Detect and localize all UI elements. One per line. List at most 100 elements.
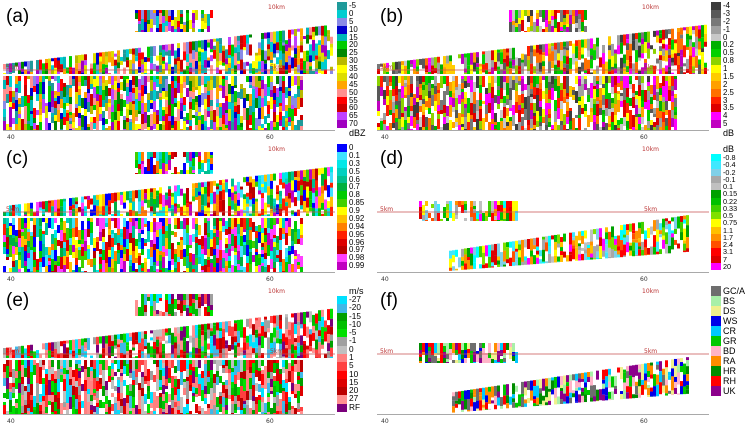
colorbar-swatch bbox=[711, 88, 721, 97]
echo-cell bbox=[542, 236, 545, 240]
echo-cell bbox=[186, 127, 189, 130]
echo-cell bbox=[174, 206, 177, 214]
echo-cell bbox=[78, 55, 81, 63]
echo-cell bbox=[500, 261, 503, 267]
echo-cell bbox=[629, 223, 632, 232]
echo-cell bbox=[144, 294, 147, 305]
echo-cell bbox=[84, 92, 87, 98]
echo-cell bbox=[171, 10, 174, 20]
panel-b: 10km 5km 5km 40 60 (b) -4 -3 -2 -1 0 0.2 0.5 0.8 1 1.5 2… bbox=[374, 0, 748, 141]
echo-cell bbox=[153, 76, 156, 82]
echo-cell bbox=[279, 320, 282, 329]
echo-cell bbox=[282, 103, 285, 111]
echo-cell bbox=[114, 356, 117, 358]
echo-cell bbox=[557, 22, 560, 32]
echo-cell bbox=[282, 356, 285, 358]
colorbar-swatch bbox=[337, 41, 347, 50]
echo-cell bbox=[198, 47, 201, 52]
echo-cell bbox=[9, 392, 12, 400]
echo-cell bbox=[201, 124, 204, 130]
echo-cell bbox=[590, 257, 593, 260]
echo-cell bbox=[294, 313, 297, 325]
echo-cell bbox=[162, 206, 165, 216]
echo-cell bbox=[24, 203, 27, 212]
echo-cell bbox=[240, 89, 243, 99]
echo-cell bbox=[63, 360, 66, 368]
echo-cell bbox=[548, 10, 551, 21]
echo-cell bbox=[123, 67, 126, 74]
echo-cell bbox=[419, 201, 422, 207]
echo-cell bbox=[216, 189, 219, 195]
echo-cell bbox=[192, 28, 195, 32]
echo-cell bbox=[677, 44, 680, 53]
echo-cell bbox=[117, 377, 120, 380]
echo-cell bbox=[117, 250, 120, 253]
echo-cell bbox=[282, 353, 285, 357]
echo-cell bbox=[186, 391, 189, 399]
echo-cell bbox=[327, 50, 330, 60]
echo-cell bbox=[45, 125, 48, 130]
echo-cell bbox=[455, 205, 458, 215]
echo-cell bbox=[596, 76, 599, 81]
echo-cell bbox=[644, 125, 647, 130]
echo-cell bbox=[120, 369, 123, 373]
echo-cell bbox=[246, 61, 249, 66]
echo-cell bbox=[231, 68, 234, 74]
echo-cell bbox=[123, 53, 126, 62]
echo-cell bbox=[192, 299, 195, 303]
echo-cell bbox=[464, 254, 467, 264]
echo-cell bbox=[297, 325, 300, 336]
echo-cell bbox=[6, 218, 9, 228]
echo-cell bbox=[165, 226, 168, 231]
echo-cell bbox=[210, 378, 213, 388]
echo-cell bbox=[551, 88, 554, 100]
echo-cell bbox=[452, 266, 455, 271]
echo-cell bbox=[114, 213, 117, 216]
colorbar: -5 0 5 10 15 20 25 30 35 40 45 50 55 60 65 70 dBZ bbox=[337, 2, 372, 138]
echo-cell bbox=[548, 235, 551, 247]
echo-cell bbox=[27, 356, 30, 358]
echo-cell bbox=[581, 39, 584, 48]
colorbar-entry: 5 bbox=[337, 17, 372, 26]
echo-cell bbox=[234, 236, 237, 248]
echo-cell bbox=[491, 244, 494, 251]
echo-cell bbox=[210, 214, 213, 216]
echo-cell bbox=[261, 215, 264, 216]
echo-cell bbox=[264, 319, 267, 332]
echo-cell bbox=[467, 113, 470, 122]
echo-cell bbox=[294, 360, 297, 364]
echo-cell bbox=[207, 221, 210, 233]
echo-cell bbox=[162, 312, 165, 316]
echo-cell bbox=[234, 106, 237, 112]
echo-cell bbox=[159, 342, 162, 353]
echo-cell bbox=[279, 106, 282, 112]
echo-cell bbox=[303, 181, 306, 190]
echo-cell bbox=[530, 119, 533, 128]
echo-cell bbox=[120, 56, 123, 61]
echo-cell bbox=[419, 95, 422, 100]
echo-cell bbox=[443, 207, 446, 218]
echo-cell bbox=[632, 230, 635, 234]
echo-cell bbox=[123, 380, 126, 386]
echo-cell bbox=[222, 199, 225, 212]
colorbar-entry: 1 bbox=[711, 65, 746, 73]
echo-cell bbox=[249, 318, 252, 329]
echo-cell bbox=[207, 312, 210, 316]
echo-cell bbox=[575, 128, 578, 130]
echo-cell bbox=[138, 409, 141, 414]
echo-cell bbox=[114, 218, 117, 228]
echo-cell bbox=[638, 70, 641, 74]
echo-cell bbox=[12, 218, 15, 225]
echo-cell bbox=[288, 91, 291, 96]
echo-cell bbox=[264, 214, 267, 216]
echo-cell bbox=[144, 86, 147, 94]
echo-cell bbox=[129, 332, 132, 337]
echo-cell bbox=[15, 378, 18, 389]
echo-cell bbox=[222, 86, 225, 98]
echo-cell bbox=[135, 269, 138, 272]
echo-cell bbox=[395, 76, 398, 80]
echo-cell bbox=[33, 360, 36, 365]
echo-cell bbox=[482, 54, 485, 65]
echo-cell bbox=[581, 76, 584, 84]
echo-cell bbox=[204, 67, 207, 73]
